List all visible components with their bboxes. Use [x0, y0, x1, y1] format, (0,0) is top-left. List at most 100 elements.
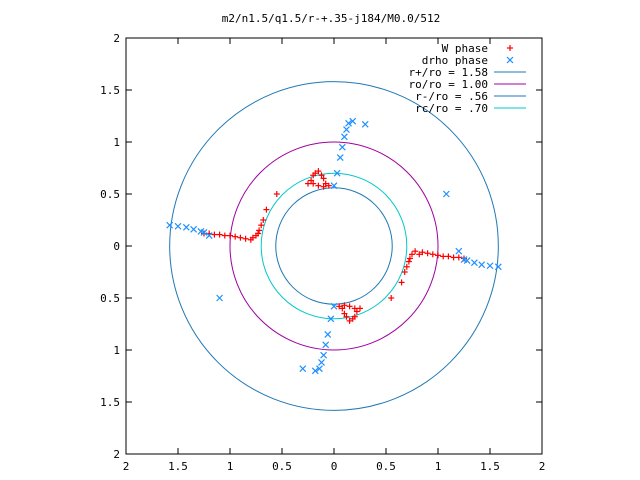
data-point — [255, 230, 262, 237]
data-point — [182, 223, 190, 231]
data-point — [409, 251, 415, 258]
data-point — [299, 365, 307, 373]
y-tick-label: 0 — [113, 240, 120, 253]
legend-label: rc/ro = .70 — [415, 102, 488, 115]
data-point — [327, 315, 335, 323]
legend-marker — [506, 56, 514, 64]
data-point — [190, 225, 198, 233]
data-point — [345, 119, 352, 127]
y-tick-label: 0.5 — [100, 188, 120, 201]
data-point — [340, 133, 348, 141]
data-point — [315, 168, 322, 175]
data-point — [318, 359, 325, 366]
data-point — [174, 222, 182, 230]
data-point — [322, 180, 329, 187]
chart-title: m2/n1.5/q1.5/r-+.35-j184/M0.0/512 — [222, 12, 441, 25]
x-tick-label: 1.5 — [480, 460, 500, 473]
data-point — [256, 227, 263, 234]
data-point — [412, 248, 419, 255]
data-point — [388, 295, 395, 301]
data-point — [320, 183, 327, 190]
data-point — [401, 269, 408, 275]
x-tick-label: 1 — [435, 460, 442, 473]
data-points — [166, 117, 502, 375]
data-point — [460, 256, 468, 263]
y-tick-label: 2 — [113, 32, 120, 45]
data-point — [440, 253, 447, 260]
data-point — [357, 305, 363, 312]
data-point — [315, 182, 322, 189]
x-tick-label: 0 — [331, 460, 338, 473]
data-point — [405, 258, 412, 265]
legend-label: drho phase — [422, 54, 488, 67]
data-point — [320, 175, 327, 182]
y-tick-label: 1 — [113, 344, 120, 357]
data-point — [308, 177, 315, 184]
data-point — [442, 190, 450, 198]
data-point — [339, 305, 346, 312]
data-point — [227, 232, 233, 239]
y-tick-label: 1.5 — [100, 84, 120, 97]
data-point — [310, 180, 317, 187]
y-tick-label: 1.5 — [100, 396, 120, 409]
data-point — [242, 235, 249, 242]
data-point — [330, 182, 338, 190]
data-point — [461, 255, 467, 262]
data-point — [258, 222, 265, 229]
data-point — [353, 308, 360, 315]
data-point — [338, 143, 346, 151]
x-tick-label: 2 — [539, 460, 546, 473]
data-point — [346, 303, 353, 310]
reference-circles — [169, 81, 499, 411]
data-point — [478, 261, 486, 269]
legend-marker — [507, 45, 513, 51]
reference-circle — [275, 187, 393, 305]
data-point — [322, 341, 330, 349]
data-point — [470, 259, 478, 267]
legend-label: r+/ro = 1.58 — [409, 66, 488, 79]
data-point — [216, 231, 223, 238]
data-point — [406, 255, 413, 262]
x-tick-label: 1.5 — [168, 460, 188, 473]
data-point — [346, 317, 353, 324]
data-point — [205, 232, 213, 240]
data-point — [211, 231, 218, 238]
data-point — [311, 367, 319, 375]
data-point — [316, 365, 323, 373]
y-tick-label: 0.5 — [100, 292, 120, 305]
data-point — [343, 313, 350, 320]
data-point — [312, 170, 319, 177]
data-point — [232, 233, 239, 240]
data-point — [201, 230, 207, 237]
data-point — [237, 234, 244, 241]
x-tick-label: 0.5 — [376, 460, 396, 473]
data-point — [273, 191, 280, 197]
data-point — [330, 302, 338, 310]
data-point — [260, 217, 267, 223]
data-point — [263, 206, 270, 213]
data-point — [216, 294, 224, 302]
data-point — [361, 120, 369, 128]
data-point — [450, 254, 457, 261]
reference-circle — [260, 172, 408, 320]
data-point — [494, 263, 502, 271]
y-tick-label: 2 — [113, 448, 120, 461]
legend-label: W phase — [442, 42, 488, 55]
legend-label: r-/ro = .56 — [415, 90, 488, 103]
data-point — [403, 263, 410, 270]
data-point — [333, 169, 341, 177]
data-point — [341, 302, 348, 309]
data-point — [435, 252, 441, 259]
data-point — [351, 305, 358, 312]
data-point — [305, 180, 311, 187]
data-point — [455, 247, 463, 255]
data-point — [221, 232, 228, 239]
reference-circle — [169, 81, 499, 411]
data-point — [349, 315, 356, 322]
data-point — [324, 330, 332, 338]
data-point — [419, 249, 426, 256]
data-point — [455, 254, 462, 261]
data-point — [398, 279, 405, 286]
